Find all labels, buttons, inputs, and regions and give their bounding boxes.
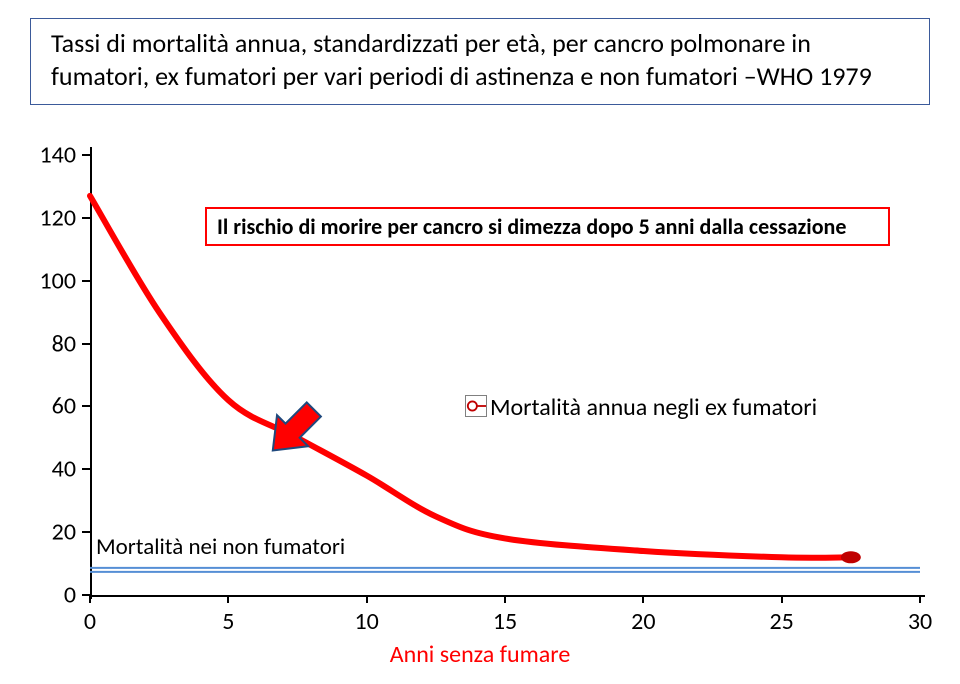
- y-tick: [82, 531, 90, 533]
- annotation-text: Il rischio di morire per cancro si dimez…: [217, 213, 846, 240]
- y-tick: [82, 343, 90, 345]
- x-tick: [642, 595, 644, 603]
- y-tick: [82, 217, 90, 219]
- chart-title: Tassi di mortalità annua, standardizzati…: [51, 27, 909, 92]
- x-tick-label: 20: [631, 607, 655, 636]
- y-tick-label: 100: [20, 266, 76, 295]
- x-tick: [89, 595, 91, 603]
- chart-container: Il rischio di morire per cancro si dimez…: [20, 155, 940, 675]
- x-tick: [781, 595, 783, 603]
- x-axis: [90, 595, 925, 597]
- y-tick-label: 60: [20, 392, 76, 421]
- y-tick: [82, 280, 90, 282]
- x-tick-label: 5: [222, 607, 234, 636]
- legend-ex-smokers-label: Mortalità annua negli ex fumatori: [490, 393, 817, 422]
- y-tick: [82, 154, 90, 156]
- x-tick-label: 0: [84, 607, 96, 636]
- y-tick-label: 140: [20, 141, 76, 170]
- x-tick-label: 10: [354, 607, 378, 636]
- non-smokers-label: Mortalità nei non fumatori: [96, 533, 345, 561]
- y-tick-label: 40: [20, 455, 76, 484]
- x-tick: [919, 595, 921, 603]
- x-tick-label: 25: [769, 607, 793, 636]
- y-tick-label: 80: [20, 329, 76, 358]
- x-tick-label: 30: [908, 607, 932, 636]
- y-tick-label: 120: [20, 203, 76, 232]
- x-tick-label: 15: [493, 607, 517, 636]
- title-box: Tassi di mortalità annua, standardizzati…: [30, 18, 930, 105]
- y-tick: [82, 405, 90, 407]
- annotation-box: Il rischio di morire per cancro si dimez…: [205, 207, 890, 246]
- legend-icon: [465, 395, 487, 417]
- plot-area: Il rischio di morire per cancro si dimez…: [90, 155, 920, 595]
- x-tick: [504, 595, 506, 603]
- y-tick-label: 20: [20, 518, 76, 547]
- x-axis-title: Anni senza fumare: [20, 640, 940, 669]
- y-tick-label: 0: [20, 581, 76, 610]
- x-tick: [366, 595, 368, 603]
- y-tick: [82, 468, 90, 470]
- x-tick: [227, 595, 229, 603]
